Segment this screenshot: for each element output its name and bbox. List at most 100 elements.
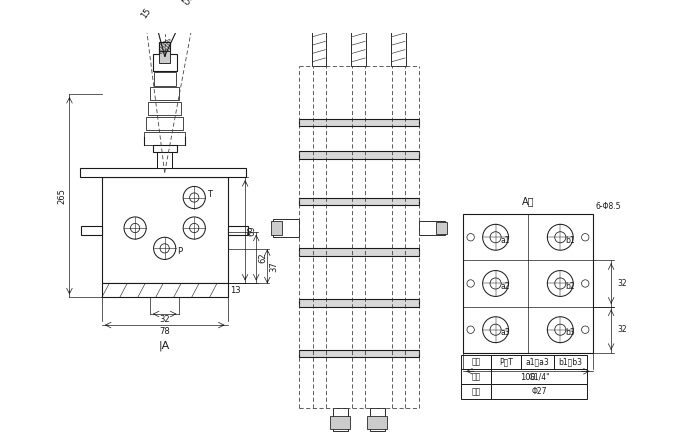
Circle shape: [581, 280, 589, 287]
Text: 15: 15: [140, 6, 153, 20]
Text: |A: |A: [159, 340, 171, 351]
Bar: [153, 54, 177, 71]
Circle shape: [490, 232, 501, 243]
Bar: [159, 51, 170, 63]
Text: 32: 32: [618, 279, 627, 288]
Text: a3: a3: [500, 328, 510, 337]
Circle shape: [190, 193, 199, 202]
Text: P、T: P、T: [499, 358, 513, 367]
Bar: [80, 168, 246, 177]
Circle shape: [483, 317, 508, 343]
Bar: [102, 177, 228, 283]
Bar: [389, 21, 408, 32]
Bar: [521, 354, 554, 369]
Circle shape: [581, 234, 589, 241]
Bar: [228, 226, 248, 235]
Text: 32: 32: [618, 325, 627, 334]
Bar: [436, 222, 447, 234]
Text: 69: 69: [247, 225, 256, 235]
Circle shape: [467, 234, 474, 241]
Text: 32: 32: [160, 315, 170, 324]
Bar: [419, 221, 444, 235]
Bar: [158, 145, 172, 168]
Bar: [491, 369, 587, 384]
Circle shape: [124, 217, 146, 239]
Circle shape: [581, 326, 589, 334]
Text: b1～b3: b1～b3: [559, 358, 583, 367]
Bar: [299, 151, 419, 159]
Text: a1～a3: a1～a3: [526, 358, 549, 367]
Text: b3: b3: [565, 328, 574, 337]
Text: b2: b2: [565, 282, 574, 291]
Bar: [153, 72, 175, 86]
Text: 265: 265: [58, 188, 67, 204]
Bar: [312, 15, 326, 66]
Circle shape: [483, 225, 508, 250]
Bar: [333, 408, 347, 431]
Bar: [367, 416, 387, 429]
Circle shape: [153, 237, 175, 259]
Bar: [148, 102, 182, 115]
Text: 37: 37: [269, 261, 278, 272]
Circle shape: [183, 187, 205, 208]
Bar: [462, 384, 491, 399]
Bar: [299, 198, 419, 205]
Text: 62: 62: [258, 252, 267, 263]
Circle shape: [131, 223, 140, 233]
Circle shape: [555, 232, 566, 243]
Circle shape: [483, 271, 508, 296]
Bar: [271, 221, 282, 235]
Text: G1/4": G1/4": [528, 372, 550, 382]
Circle shape: [548, 317, 573, 343]
Bar: [299, 299, 419, 307]
Bar: [299, 249, 419, 256]
Bar: [370, 408, 385, 431]
Bar: [463, 214, 592, 353]
Text: 25: 25: [178, 0, 192, 8]
Text: T: T: [207, 190, 212, 199]
Bar: [391, 15, 406, 66]
Bar: [330, 416, 350, 429]
Text: Φ27: Φ27: [531, 387, 547, 396]
Bar: [350, 21, 368, 32]
Bar: [81, 226, 102, 235]
Bar: [352, 15, 366, 66]
Text: P: P: [178, 247, 183, 255]
Bar: [153, 145, 177, 152]
Bar: [491, 384, 587, 399]
Text: 油口: 油口: [471, 358, 481, 367]
Text: 13: 13: [230, 286, 241, 295]
Circle shape: [490, 324, 501, 335]
Circle shape: [467, 280, 474, 287]
Bar: [102, 283, 228, 297]
Bar: [273, 219, 299, 237]
Text: 尺寸: 尺寸: [471, 372, 481, 382]
Bar: [299, 119, 419, 126]
Text: 78: 78: [160, 327, 170, 336]
Circle shape: [555, 324, 566, 335]
Circle shape: [490, 278, 501, 289]
Bar: [554, 354, 587, 369]
Circle shape: [548, 225, 573, 250]
Text: 100: 100: [520, 373, 536, 382]
Bar: [159, 42, 170, 54]
Text: A向: A向: [522, 196, 534, 206]
Text: 6-Φ8.5: 6-Φ8.5: [595, 202, 621, 211]
Circle shape: [183, 217, 205, 239]
Bar: [310, 21, 328, 32]
Text: b1: b1: [565, 235, 574, 245]
Bar: [491, 354, 521, 369]
Bar: [462, 369, 491, 384]
Bar: [150, 87, 180, 100]
Bar: [146, 117, 183, 130]
Circle shape: [467, 326, 474, 334]
Text: a1: a1: [500, 235, 510, 245]
Text: a2: a2: [500, 282, 510, 291]
Text: 管平: 管平: [471, 387, 481, 396]
Circle shape: [190, 223, 199, 233]
Bar: [462, 354, 491, 369]
Circle shape: [548, 271, 573, 296]
Circle shape: [555, 278, 566, 289]
Circle shape: [160, 244, 169, 253]
Bar: [299, 350, 419, 358]
